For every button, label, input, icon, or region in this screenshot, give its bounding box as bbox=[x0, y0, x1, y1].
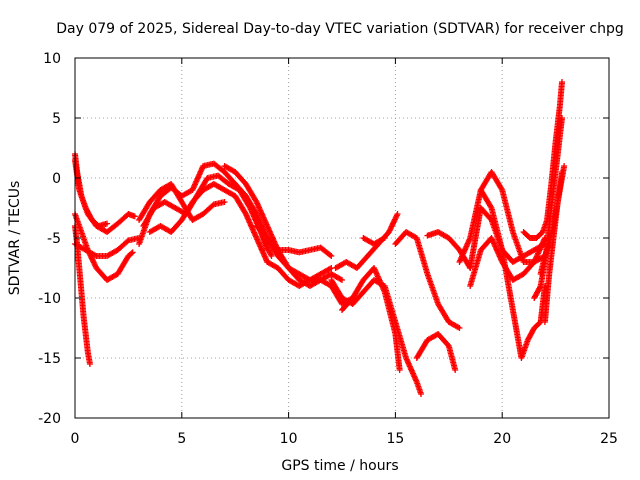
x-tick-label: 5 bbox=[177, 431, 186, 447]
y-tick-label: 10 bbox=[43, 51, 61, 67]
data-point bbox=[380, 235, 387, 242]
series-trace-18 bbox=[392, 229, 463, 331]
data-point bbox=[327, 252, 334, 259]
data-point bbox=[559, 79, 566, 85]
tick-labels: 0 5 10 15 20 25 -20 -15 -10 -5 0 5 10 bbox=[38, 51, 618, 447]
data-point bbox=[456, 325, 463, 331]
data-point bbox=[131, 213, 138, 220]
data-point bbox=[221, 199, 228, 205]
y-tick-label: 5 bbox=[52, 111, 61, 127]
series-trace-4 bbox=[72, 235, 143, 259]
data-point bbox=[559, 115, 566, 121]
x-tick-label: 10 bbox=[280, 431, 298, 447]
data-point bbox=[561, 163, 568, 169]
x-tick-label: 25 bbox=[600, 431, 618, 447]
x-tick-label: 15 bbox=[386, 431, 404, 447]
series-trace-15 bbox=[339, 265, 403, 373]
data-point bbox=[92, 252, 99, 259]
y-tick-label: -10 bbox=[38, 291, 61, 307]
series-trace-28 bbox=[541, 169, 566, 325]
data-point bbox=[128, 250, 135, 257]
data-point bbox=[129, 249, 136, 256]
data-point bbox=[559, 169, 566, 175]
series-trace-5 bbox=[72, 157, 111, 229]
y-tick-label: -5 bbox=[47, 231, 61, 247]
data-marks bbox=[72, 79, 568, 397]
data-point bbox=[418, 391, 425, 397]
series-trace-24 bbox=[477, 187, 548, 361]
y-tick-label: 0 bbox=[52, 171, 61, 187]
data-point bbox=[86, 361, 93, 367]
plot-frame bbox=[74, 57, 610, 419]
y-tick-label: -20 bbox=[38, 411, 61, 427]
data-point bbox=[487, 203, 494, 210]
x-axis-label: GPS time / hours bbox=[281, 458, 398, 474]
series-trace-20 bbox=[413, 331, 459, 373]
data-point bbox=[381, 235, 388, 241]
series-trace-17 bbox=[360, 235, 388, 247]
data-point bbox=[339, 277, 345, 283]
x-tick-label: 0 bbox=[71, 431, 80, 447]
series-trace-23 bbox=[467, 235, 548, 289]
data-point bbox=[337, 276, 344, 283]
data-point bbox=[305, 277, 312, 284]
series-trace-21 bbox=[456, 169, 548, 265]
data-point bbox=[536, 284, 543, 291]
data-point bbox=[326, 265, 333, 272]
series-trace-11 bbox=[232, 181, 345, 289]
data-point bbox=[498, 185, 505, 192]
data-point bbox=[455, 324, 462, 331]
data-point bbox=[268, 253, 275, 259]
x-tick-label: 20 bbox=[493, 431, 511, 447]
data-point bbox=[452, 367, 459, 373]
data-point bbox=[104, 220, 111, 227]
data-point bbox=[328, 253, 335, 259]
y-tick-label: -15 bbox=[38, 351, 61, 367]
series-trace-14 bbox=[328, 277, 425, 397]
series-trace-9 bbox=[146, 181, 271, 265]
series-trace-12 bbox=[253, 223, 335, 259]
data-point bbox=[394, 211, 401, 217]
chart-title: Day 079 of 2025, Sidereal Day-to-day VTE… bbox=[56, 21, 624, 37]
y-axis-label: SDTVAR / TECUs bbox=[7, 181, 23, 296]
data-point bbox=[396, 367, 403, 373]
